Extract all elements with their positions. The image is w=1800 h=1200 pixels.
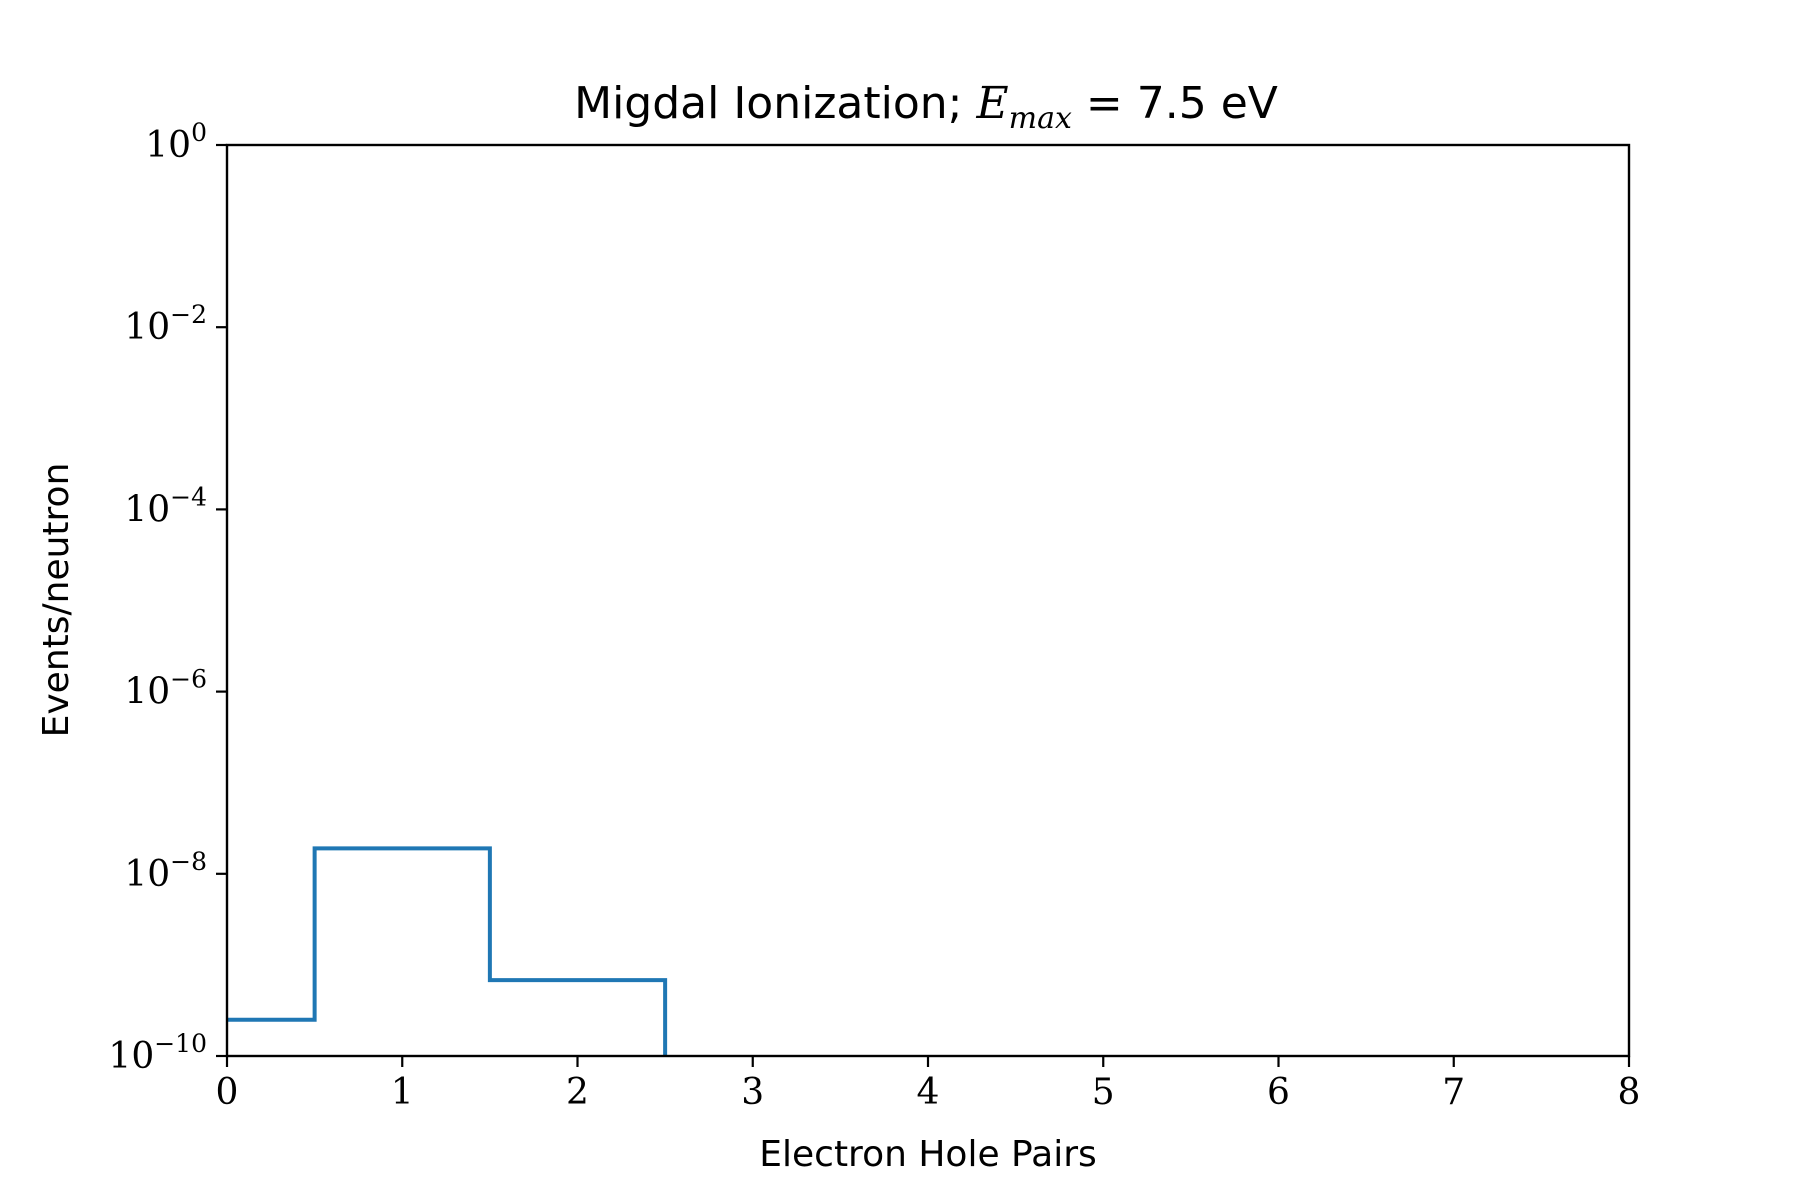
x-tick-label: 5 bbox=[1092, 1072, 1115, 1113]
series-layer bbox=[227, 846, 668, 1056]
y-tick-base: 10 bbox=[124, 489, 170, 530]
y-tick-label: 10−6 bbox=[124, 665, 207, 713]
y-axis-label: Events/neutron bbox=[36, 463, 77, 738]
x-tick-label: 8 bbox=[1618, 1072, 1641, 1113]
x-tick-label: 1 bbox=[391, 1072, 414, 1113]
x-axis-ticks: 0 1 2 3 4 5 6 7 8 bbox=[216, 1056, 1641, 1113]
y-tick-exponent: −6 bbox=[170, 665, 207, 694]
chart-title: Migdal Ionization; Emax = 7.5 eV bbox=[574, 78, 1278, 136]
x-tick-label: 4 bbox=[917, 1072, 940, 1113]
y-tick-base: 10 bbox=[124, 672, 170, 713]
y-tick-exponent: −2 bbox=[170, 300, 207, 329]
y-tick-exponent: 0 bbox=[191, 118, 207, 147]
y-tick-label: 10−8 bbox=[124, 847, 207, 895]
x-tick-label: 3 bbox=[741, 1072, 764, 1113]
x-tick-label: 0 bbox=[216, 1072, 239, 1113]
y-tick-label: 100 bbox=[145, 118, 207, 166]
title-math-symbol: E bbox=[976, 78, 1009, 129]
x-axis-label: Electron Hole Pairs bbox=[759, 1134, 1097, 1175]
x-tick-label: 7 bbox=[1442, 1072, 1465, 1113]
x-tick-label: 2 bbox=[566, 1072, 589, 1113]
x-tick-label: 6 bbox=[1267, 1072, 1290, 1113]
title-math-rest: = 7.5 eV bbox=[1072, 78, 1278, 129]
y-tick-base: 10 bbox=[124, 307, 170, 348]
series-step-line-0 bbox=[227, 846, 668, 1056]
y-tick-label: 10−10 bbox=[108, 1029, 207, 1077]
y-tick-base: 10 bbox=[124, 854, 170, 895]
y-tick-exponent: −4 bbox=[170, 482, 207, 511]
y-tick-label: 10−2 bbox=[124, 300, 207, 348]
y-tick-exponent: −10 bbox=[154, 1029, 207, 1058]
title-text: Migdal Ionization; bbox=[574, 78, 976, 129]
y-tick-base: 10 bbox=[145, 125, 191, 166]
y-tick-exponent: −8 bbox=[170, 847, 207, 876]
y-tick-label: 10−4 bbox=[124, 482, 207, 530]
title-math-subscript: max bbox=[1009, 101, 1072, 136]
y-tick-base: 10 bbox=[108, 1036, 154, 1077]
